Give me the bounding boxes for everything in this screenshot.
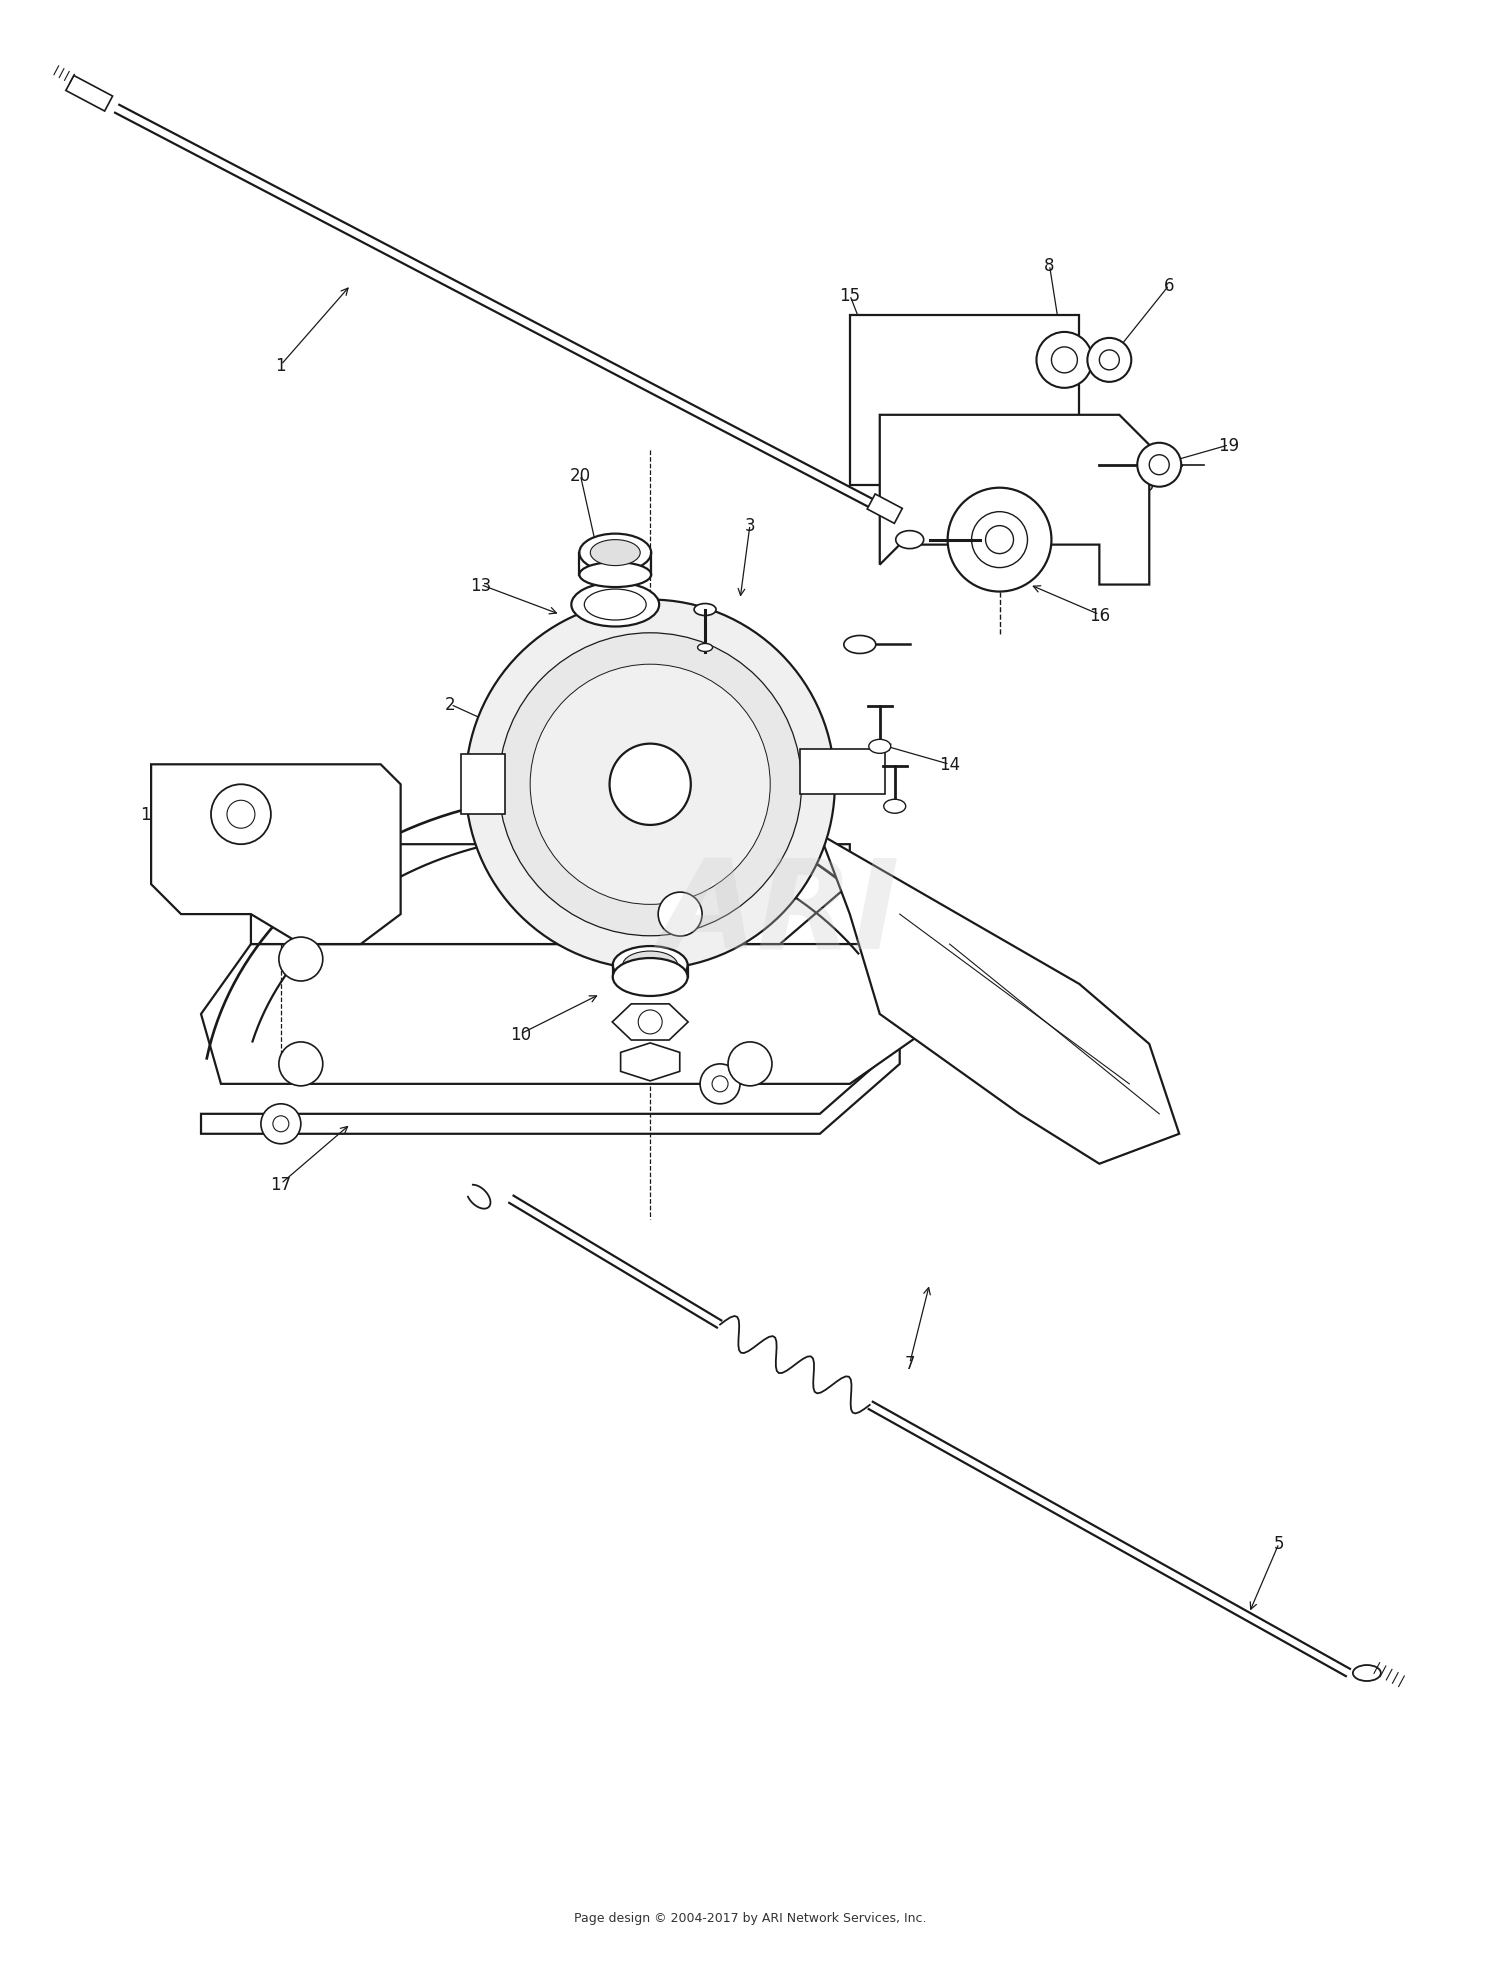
Circle shape	[728, 1043, 772, 1086]
Ellipse shape	[585, 589, 646, 621]
Circle shape	[972, 513, 1028, 568]
Ellipse shape	[614, 958, 687, 996]
Circle shape	[700, 1064, 740, 1104]
Circle shape	[273, 1116, 290, 1131]
Text: 10: 10	[510, 1025, 531, 1043]
Text: 9: 9	[1144, 477, 1155, 495]
Text: 12: 12	[540, 915, 561, 933]
Text: ARI: ARI	[660, 854, 900, 974]
Polygon shape	[867, 495, 903, 524]
Text: 17: 17	[270, 1174, 291, 1192]
Text: 3: 3	[744, 517, 756, 534]
Polygon shape	[850, 316, 1080, 485]
Text: 8: 8	[1044, 257, 1054, 275]
Polygon shape	[880, 416, 1149, 585]
Circle shape	[500, 634, 801, 937]
Polygon shape	[460, 754, 506, 815]
Polygon shape	[66, 77, 112, 112]
Circle shape	[226, 801, 255, 829]
Text: 13: 13	[470, 575, 490, 595]
Circle shape	[638, 1009, 662, 1035]
Polygon shape	[201, 1045, 900, 1133]
Polygon shape	[201, 945, 950, 1084]
Polygon shape	[621, 1043, 680, 1082]
Circle shape	[948, 489, 1052, 593]
Text: 16: 16	[1089, 607, 1110, 625]
Circle shape	[1036, 332, 1092, 389]
Ellipse shape	[614, 947, 687, 984]
Polygon shape	[152, 764, 400, 945]
Circle shape	[1137, 444, 1180, 487]
Text: 5: 5	[1274, 1534, 1284, 1552]
Circle shape	[530, 666, 770, 905]
Circle shape	[261, 1104, 302, 1145]
Polygon shape	[821, 835, 1179, 1165]
Ellipse shape	[572, 583, 658, 627]
Circle shape	[211, 786, 272, 845]
Circle shape	[1052, 348, 1077, 373]
Text: 15: 15	[840, 287, 861, 304]
Ellipse shape	[1353, 1665, 1382, 1681]
Ellipse shape	[591, 540, 640, 566]
Ellipse shape	[868, 740, 891, 754]
Text: 1: 1	[276, 357, 286, 375]
Text: Page design © 2004-2017 by ARI Network Services, Inc.: Page design © 2004-2017 by ARI Network S…	[573, 1911, 926, 1925]
Circle shape	[1088, 338, 1131, 383]
Polygon shape	[251, 845, 850, 945]
Text: 2: 2	[446, 695, 456, 715]
Ellipse shape	[698, 644, 712, 652]
Polygon shape	[800, 750, 885, 795]
Circle shape	[986, 526, 1014, 554]
Circle shape	[279, 1043, 322, 1086]
Circle shape	[609, 744, 692, 825]
Text: 20: 20	[570, 467, 591, 485]
Circle shape	[658, 894, 702, 937]
Text: 6: 6	[1164, 277, 1174, 295]
Text: 19: 19	[1218, 436, 1239, 454]
Text: 14: 14	[939, 756, 960, 774]
Polygon shape	[612, 1004, 689, 1041]
Ellipse shape	[884, 799, 906, 813]
Circle shape	[279, 937, 322, 982]
Circle shape	[1100, 352, 1119, 371]
Ellipse shape	[896, 532, 924, 550]
Text: 18: 18	[141, 805, 162, 823]
Circle shape	[1149, 456, 1168, 475]
Ellipse shape	[579, 564, 651, 587]
Ellipse shape	[694, 605, 715, 617]
Text: 7: 7	[904, 1355, 915, 1373]
Ellipse shape	[579, 534, 651, 572]
Ellipse shape	[844, 636, 876, 654]
Ellipse shape	[622, 953, 678, 980]
Circle shape	[465, 601, 836, 970]
Circle shape	[712, 1076, 728, 1092]
Text: 4: 4	[924, 905, 934, 923]
